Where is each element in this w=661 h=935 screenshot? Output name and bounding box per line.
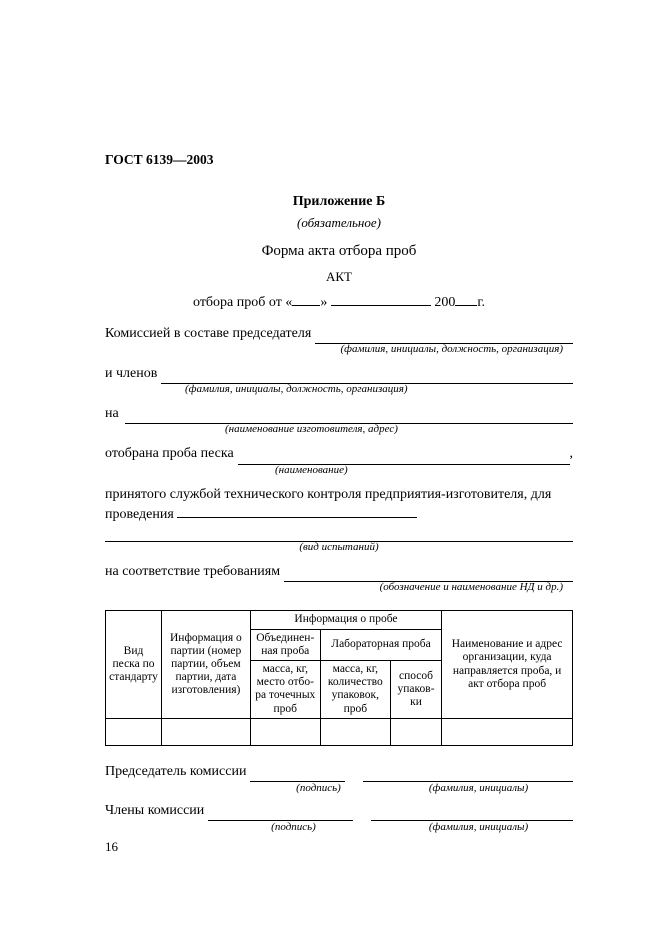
day-blank bbox=[292, 305, 320, 306]
th-org: Наименование и адрес организа­ции, куда … bbox=[442, 611, 573, 719]
date-line: отбора проб от « » 200 г. bbox=[105, 293, 573, 313]
form-title: Форма акта отбора проб bbox=[105, 241, 573, 263]
accepted-blank bbox=[177, 517, 417, 518]
date-mid: » bbox=[320, 295, 327, 310]
date-suffix: г. bbox=[477, 295, 485, 310]
table-row bbox=[106, 718, 573, 745]
akt-label: АКТ bbox=[105, 268, 573, 287]
members-sig-label: Члены комиссии bbox=[105, 801, 204, 821]
sample-hint: (наименование) bbox=[105, 463, 573, 479]
members-name-line bbox=[371, 806, 573, 821]
accepted-text: принятого службой технического контроля … bbox=[105, 485, 573, 526]
chair-sign-line bbox=[250, 767, 345, 782]
date-prefix: отбора проб от « bbox=[193, 295, 292, 310]
commission-label: Комиссией в составе председателя bbox=[105, 324, 311, 344]
page-number: 16 bbox=[105, 838, 118, 857]
th-batch-info: Информация о партии (номер партии, объем… bbox=[162, 611, 251, 719]
th-lab-sub1: масса, кг, количество упаковок, проб bbox=[320, 660, 390, 718]
mandatory-note: (обязательное) bbox=[105, 214, 573, 233]
at-hint: (наименование изготовителя, адрес) bbox=[105, 422, 573, 438]
month-blank bbox=[331, 305, 431, 306]
th-sand-type: Вид песка по стан­дарту bbox=[106, 611, 162, 719]
commission-hint: (фамилия, инициалы, должность, организац… bbox=[105, 342, 573, 358]
th-probe-group: Информация о пробе bbox=[250, 611, 441, 629]
conformity-hint: (обозначение и наименование НД и др.) bbox=[105, 580, 573, 596]
members-sign-hint: (подпись) bbox=[221, 820, 366, 836]
th-combined-sub: масса, кг, место отбо­ра точечных проб bbox=[250, 660, 320, 718]
testtype-hint: (вид испытаний) bbox=[105, 540, 573, 556]
chair-name-line bbox=[363, 767, 573, 782]
members-name-hint: (фамилия, инициалы) bbox=[384, 820, 573, 836]
year-blank bbox=[455, 305, 477, 306]
sample-label: отобрана проба песка bbox=[105, 444, 234, 464]
chair-sign-hint: (подпись) bbox=[271, 781, 366, 797]
at-label: на bbox=[105, 404, 119, 424]
members-sign-line bbox=[208, 806, 353, 821]
info-table: Вид песка по стан­дарту Информация о пар… bbox=[105, 610, 573, 746]
chair-label: Председатель комиссии bbox=[105, 762, 246, 782]
th-combined: Объединен­ная проба bbox=[250, 629, 320, 660]
th-lab-sub2: способ упаков­ки bbox=[390, 660, 441, 718]
members-label: и членов bbox=[105, 364, 157, 384]
conformity-label: на соответствие требованиям bbox=[105, 562, 280, 582]
sample-comma: , bbox=[570, 444, 574, 464]
members-hint: (фамилия, инициалы, должность, организац… bbox=[105, 382, 573, 398]
appendix-title: Приложение Б bbox=[105, 192, 573, 212]
th-lab: Лабораторная проба bbox=[320, 629, 441, 660]
chair-name-hint: (фамилия, инициалы) bbox=[384, 781, 573, 797]
year-prefix: 200 bbox=[434, 295, 455, 310]
gost-header: ГОСТ 6139—2003 bbox=[105, 150, 573, 170]
